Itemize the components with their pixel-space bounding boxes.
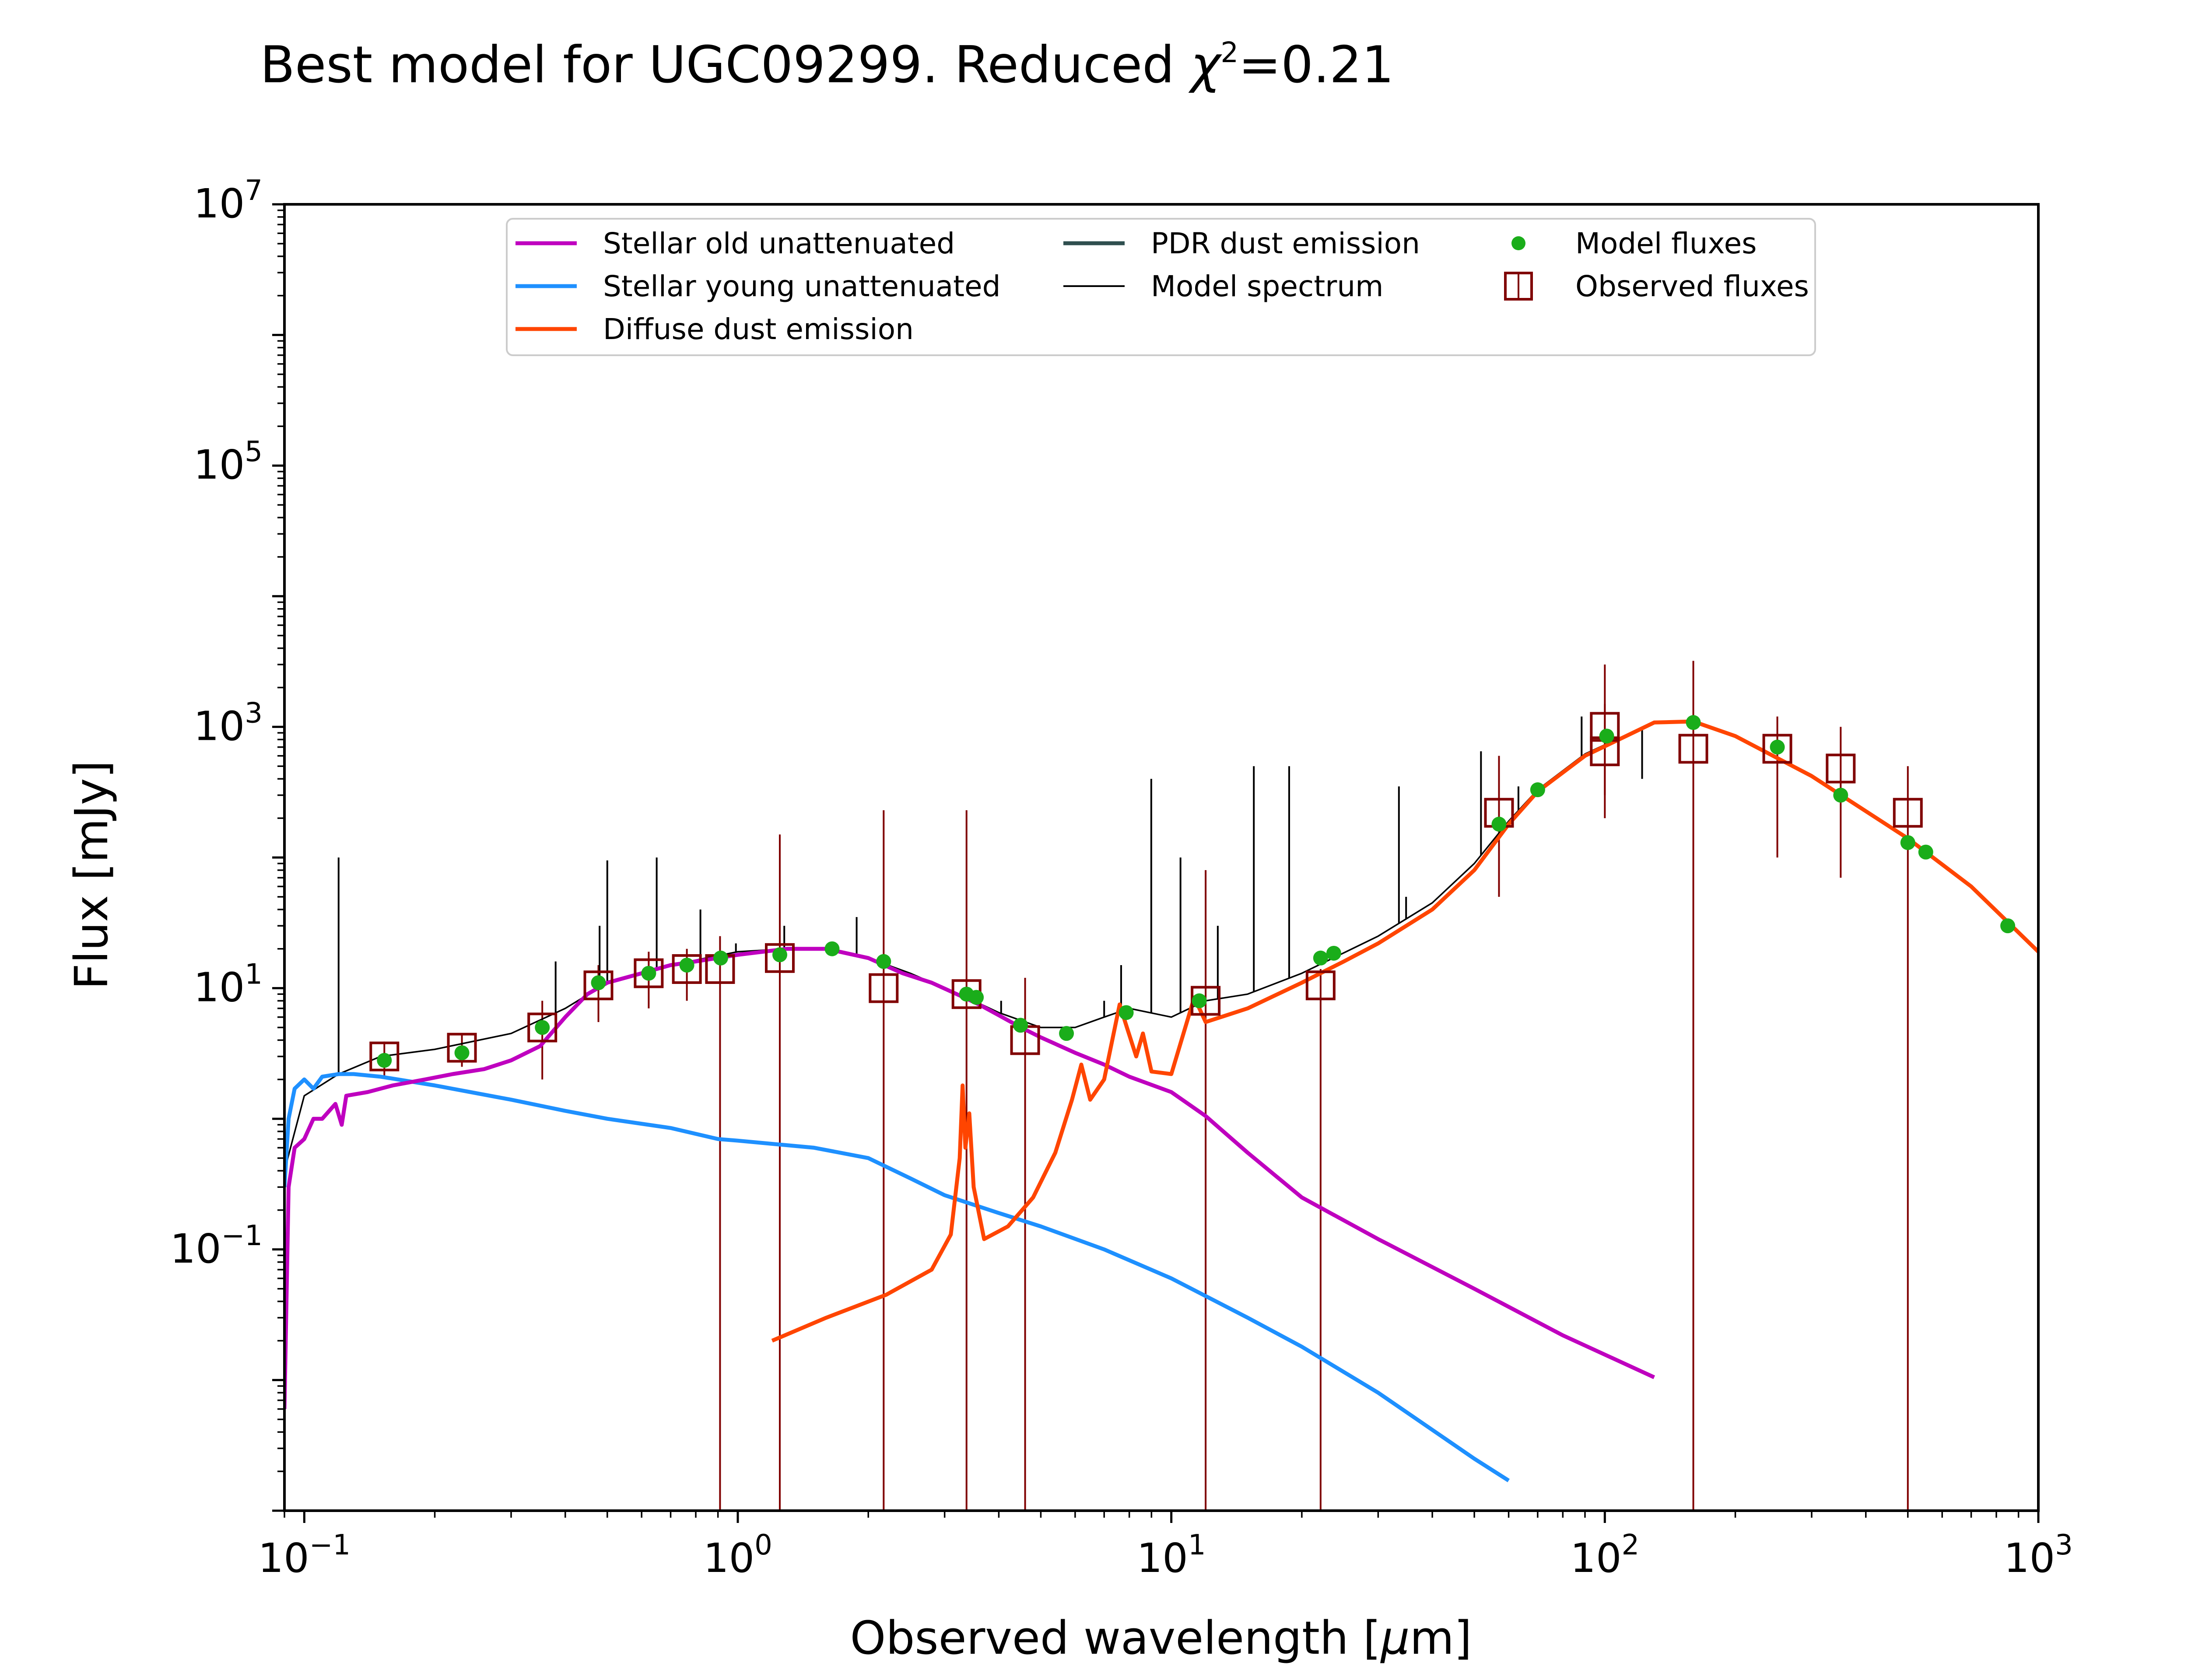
model-flux-point-13 [1059, 1026, 1074, 1041]
y-tick-label-1: 101 [193, 959, 263, 1011]
legend-label: Model spectrum [1151, 270, 1383, 303]
observed-flux-point-2 [527, 1012, 558, 1043]
y-tick-label-4: 107 [193, 175, 263, 227]
legend-label: Stellar old unattenuated [603, 227, 955, 260]
plot-area [283, 203, 2040, 1512]
legend-item-stellar-young-unattenuated: Stellar young unattenuated [515, 270, 1001, 303]
legend-box [506, 218, 1816, 356]
x-tick-label-3: 102 [1570, 1529, 1639, 1582]
series-stellar-old [284, 947, 1655, 1409]
model-flux-point-4 [641, 966, 656, 981]
x-axis: 10−1 100 101 102 103 [258, 1511, 2073, 1582]
model-flux-point-19 [1530, 782, 1545, 798]
observed-flux-point-3 [583, 970, 614, 1001]
x-tick-label-4: 103 [2004, 1529, 2073, 1582]
model-flux-point-1 [454, 1045, 470, 1060]
model-flux-point-24 [1900, 835, 1915, 850]
model-flux-point-23 [1833, 788, 1848, 803]
legend-item-pdr-dust-emission: PDR dust emission [1063, 227, 1420, 260]
model-flux-point-25 [1918, 844, 1933, 860]
x-tick-label-0: 10−1 [258, 1529, 351, 1582]
model-flux-point-22 [1770, 739, 1785, 755]
observed-flux-point-7 [765, 943, 795, 973]
model-flux-point-17 [1326, 945, 1341, 961]
model-flux-point-6 [713, 950, 728, 966]
y-tick-label-0: 10−1 [170, 1220, 263, 1272]
plot-content [284, 661, 2038, 1511]
x-tick-label-1: 100 [703, 1529, 772, 1582]
series-model-spectrum [284, 721, 2038, 1171]
legend: Stellar old unattenuated Stellar young un… [506, 218, 1816, 356]
y-axis: 10−1 101 103 105 107 [170, 175, 284, 1512]
legend-label: Observed fluxes [1575, 270, 1809, 303]
y-tick-label-2: 103 [193, 697, 263, 749]
observed-flux-point-17 [1762, 734, 1792, 764]
observed-flux-point-12 [1305, 970, 1336, 1001]
y-tick-label-3: 105 [193, 436, 263, 488]
observed-flux-point-4 [634, 958, 664, 988]
observed-flux-point-8 [869, 973, 899, 1003]
x-axis-label: Observed wavelength [μm] [850, 1611, 1472, 1665]
series-stellar-young [284, 1072, 1510, 1482]
model-flux-point-26 [2000, 918, 2016, 934]
observed-flux-point-18 [1826, 753, 1856, 784]
legend-label: Stellar young unattenuated [603, 270, 1001, 303]
observed-flux-point-5 [672, 954, 702, 984]
model-flux-point-16 [1313, 950, 1328, 966]
model-flux-point-20 [1599, 728, 1614, 744]
model-flux-point-3 [591, 975, 606, 990]
model-flux-point-12 [1013, 1018, 1028, 1033]
model-flux-point-18 [1491, 816, 1507, 832]
observed-flux-point-0 [369, 1041, 400, 1071]
legend-label: PDR dust emission [1151, 227, 1420, 260]
legend-item-diffuse-dust-emission: Diffuse dust emission [515, 312, 914, 346]
model-flux-point-9 [876, 954, 891, 969]
model-flux-point-7 [772, 947, 788, 962]
observed-flux-point-16 [1678, 734, 1708, 764]
model-flux-point-0 [377, 1053, 392, 1068]
legend-item-model-spectrum: Model spectrum [1063, 270, 1383, 303]
series-diffuse-dust [771, 719, 2038, 1343]
plot-frame [283, 203, 2040, 1512]
model-flux-point-21 [1686, 715, 1701, 730]
observed-flux-point-19 [1893, 798, 1923, 828]
model-flux-point-15 [1192, 993, 1207, 1008]
legend-label: Model fluxes [1575, 227, 1757, 260]
model-flux-point-2 [535, 1020, 550, 1035]
model-flux-point-11 [969, 990, 984, 1005]
model-flux-point-8 [824, 941, 840, 956]
chart-title: Best model for UGC09299. Reduced χ2=0.21 [260, 35, 1394, 94]
legend-item-stellar-old-unattenuated: Stellar old unattenuated [515, 227, 955, 260]
legend-item-observed-fluxes: Observed fluxes [1504, 270, 1809, 303]
x-tick-label-2: 101 [1137, 1529, 1206, 1582]
model-flux-point-14 [1119, 1005, 1134, 1020]
legend-label: Diffuse dust emission [603, 312, 914, 346]
y-axis-label: Flux [mJy] [65, 760, 118, 990]
legend-item-model-fluxes: Model fluxes [1511, 227, 1757, 260]
observed-flux-point-1 [447, 1032, 477, 1063]
model-flux-point-5 [679, 958, 694, 973]
legend-swatch [1511, 236, 1525, 250]
